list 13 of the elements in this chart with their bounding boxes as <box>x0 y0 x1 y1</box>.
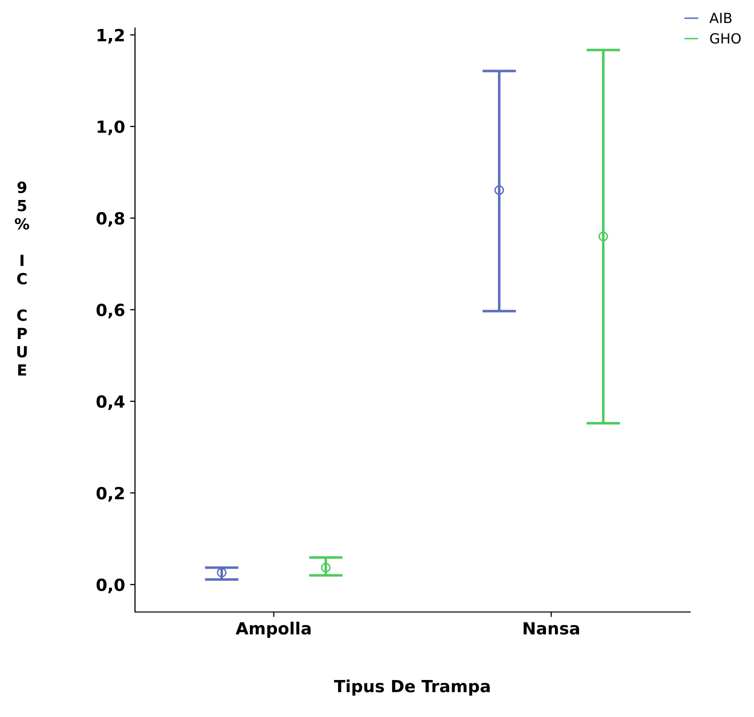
y-tick-label: 0,8 <box>96 212 124 227</box>
x-tick-label: Nansa <box>524 622 580 635</box>
x-axis-title: Tipus De Trampa <box>334 680 490 696</box>
y-tick-label: 0,4 <box>96 395 125 410</box>
text: 95% IC CPUE <box>14 182 30 376</box>
y-tick-label: 1,2 <box>98 28 124 44</box>
legend-label: AIB <box>709 12 732 24</box>
legend-label: GHO <box>710 33 741 44</box>
y-tick-label: 0,6 <box>96 304 124 318</box>
y-tick-label: 0,2 <box>96 486 124 502</box>
y-tick-label: 0,0 <box>96 578 124 594</box>
x-tick-label: Ampolla <box>236 622 311 638</box>
y-tick-label: 1,0 <box>98 120 124 136</box>
